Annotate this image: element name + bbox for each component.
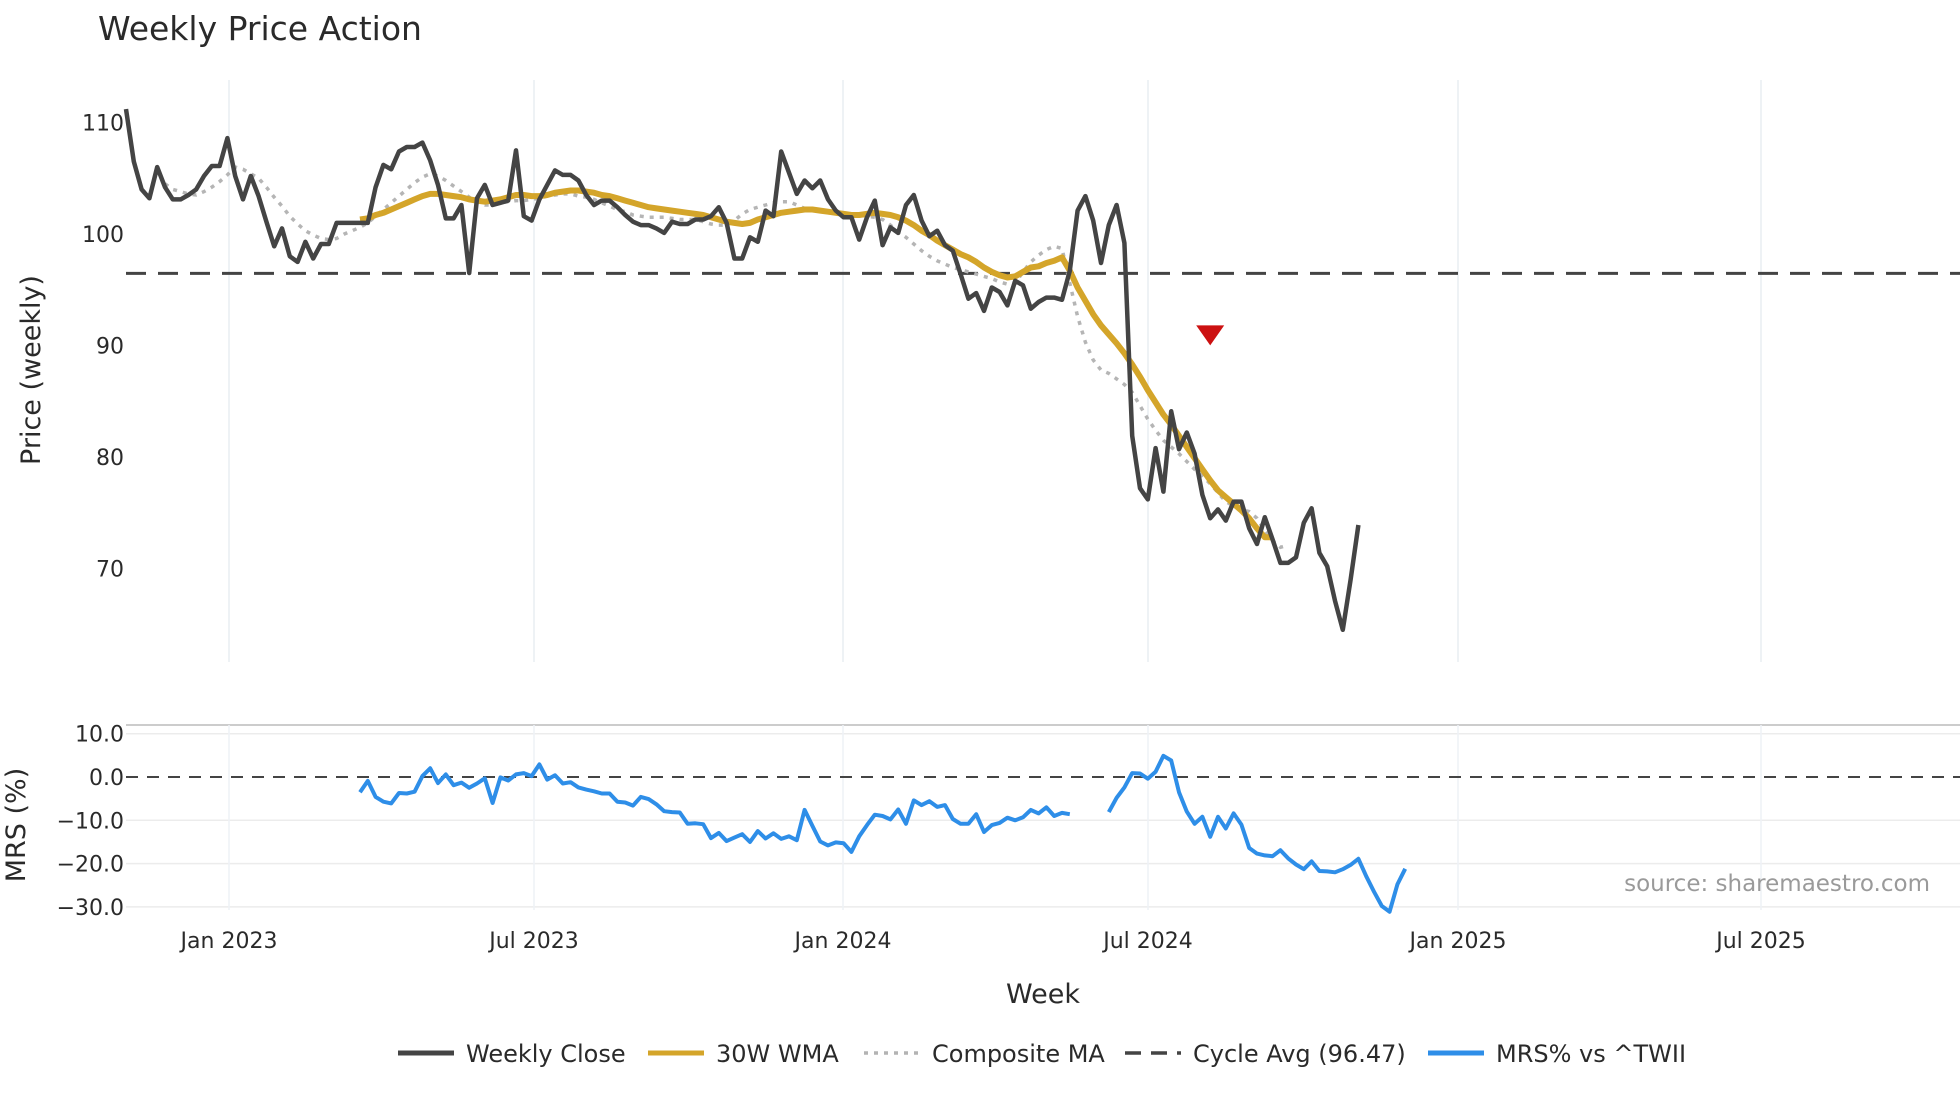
mrs-line-segment-1 — [358, 762, 1071, 854]
legend-label: Cycle Avg (96.47) — [1193, 1040, 1406, 1068]
price-y-tick: 90 — [96, 335, 124, 360]
x-tick: Jul 2024 — [1101, 929, 1193, 954]
wma-30w-line — [359, 187, 1273, 541]
mrs-y-ticks: 10.0 0.0 −10.0 −20.0 −30.0 — [57, 723, 124, 921]
legend: Weekly Close 30W WMA Composite MA Cycle Avg… — [398, 1040, 1686, 1068]
legend-label: MRS% vs ^TWII — [1496, 1040, 1686, 1068]
mrs-y-tick: −30.0 — [57, 896, 124, 921]
mrs-line-segment-2 — [1107, 753, 1407, 914]
legend-label: Weekly Close — [466, 1040, 626, 1068]
price-y-tick: 100 — [82, 223, 124, 248]
x-axis-title: Week — [1006, 979, 1080, 1010]
price-y-ticks: 110 100 90 80 70 — [82, 112, 124, 583]
price-gridlines — [228, 80, 1762, 662]
x-tick: Jan 2024 — [793, 929, 892, 954]
price-y-tick: 70 — [96, 558, 124, 583]
mrs-y-tick: −20.0 — [57, 853, 124, 878]
mrs-y-axis-title: MRS (%) — [1, 768, 32, 883]
mrs-y-tick: 0.0 — [89, 766, 124, 791]
x-tick: Jul 2023 — [487, 929, 579, 954]
mrs-y-tick: −10.0 — [57, 809, 124, 834]
mrs-gridlines — [126, 725, 1960, 910]
price-y-tick: 110 — [82, 112, 124, 137]
price-y-tick: 80 — [96, 446, 124, 471]
x-tick: Jan 2023 — [179, 929, 278, 954]
mrs-y-tick: 10.0 — [75, 723, 124, 748]
sell-signal-marker — [1196, 325, 1225, 346]
price-y-axis-title: Price (weekly) — [16, 275, 47, 465]
x-tick: Jul 2025 — [1714, 929, 1806, 954]
weekly-close-line — [123, 108, 1361, 633]
legend-label: Composite MA — [932, 1040, 1105, 1068]
chart-title: Weekly Price Action — [98, 9, 422, 48]
x-tick: Jan 2025 — [1408, 929, 1507, 954]
source-watermark: source: sharemaestro.com — [1624, 871, 1930, 897]
x-axis-ticks: Jan 2023 Jul 2023 Jan 2024 Jul 2024 Jan 2025… — [179, 929, 1806, 954]
legend-label: 30W WMA — [716, 1040, 839, 1068]
